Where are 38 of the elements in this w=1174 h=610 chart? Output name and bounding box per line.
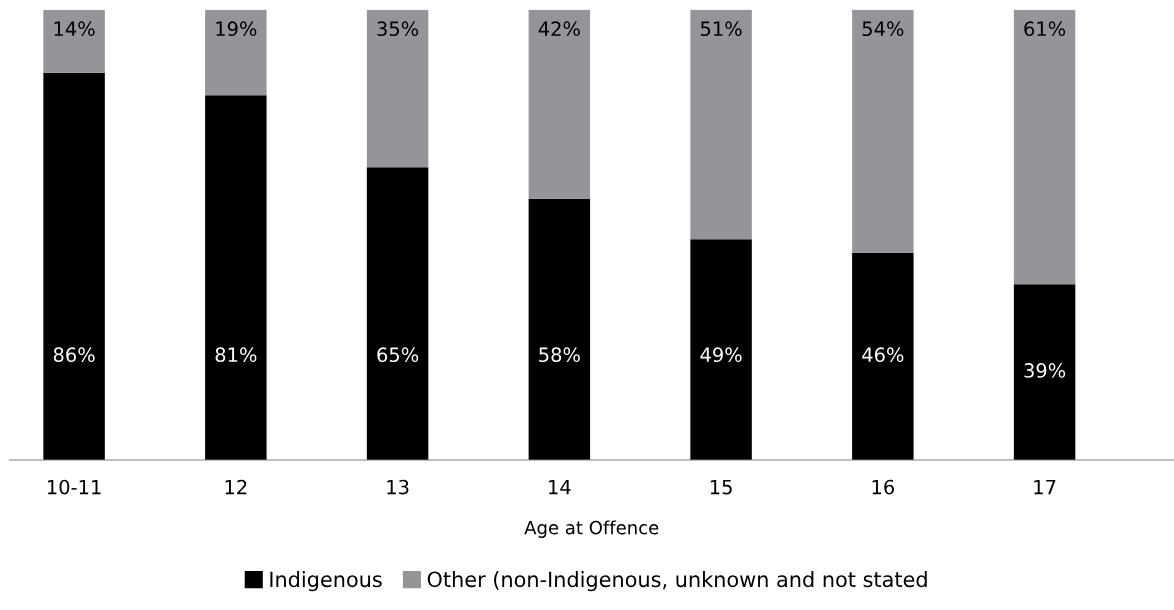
data-label: 49% bbox=[700, 347, 742, 363]
x-axis-title: Age at Offence bbox=[524, 520, 659, 538]
data-label: 35% bbox=[377, 21, 419, 37]
data-label: 46% bbox=[862, 347, 904, 363]
x-tick-label: 17 bbox=[1034, 479, 1056, 495]
bar bbox=[366, 9, 429, 168]
x-tick-label: 14 bbox=[549, 479, 571, 495]
data-label: 19% bbox=[216, 21, 257, 37]
data-label: 81% bbox=[215, 347, 257, 363]
data-label: 39% bbox=[1024, 363, 1066, 378]
bar bbox=[205, 95, 267, 460]
bar bbox=[528, 198, 591, 460]
bar bbox=[852, 252, 914, 460]
bar bbox=[1013, 9, 1076, 285]
data-label: 51% bbox=[700, 21, 742, 37]
bar bbox=[43, 9, 105, 73]
x-tick-label: 16 bbox=[872, 479, 894, 495]
x-tick-label: 10-11 bbox=[47, 479, 101, 495]
x-tick-label: 12 bbox=[225, 479, 247, 495]
data-label: 65% bbox=[377, 347, 419, 363]
bar bbox=[366, 167, 429, 460]
bar bbox=[852, 9, 914, 253]
bar bbox=[205, 9, 267, 96]
data-label: 86% bbox=[53, 347, 95, 363]
data-label: 54% bbox=[862, 21, 904, 37]
data-label: 42% bbox=[538, 21, 580, 37]
x-tick-label: 13 bbox=[387, 479, 409, 495]
legend-label: Indigenous bbox=[270, 571, 382, 592]
bar bbox=[43, 72, 105, 460]
legend-label: Other (non-Indigenous, unknown and not stated bbox=[427, 571, 927, 592]
data-label: 14% bbox=[54, 21, 95, 37]
bar bbox=[690, 239, 752, 460]
data-label: 58% bbox=[539, 347, 580, 363]
data-label: 61% bbox=[1024, 21, 1066, 37]
x-tick-label: 15 bbox=[710, 479, 732, 495]
bar bbox=[690, 9, 752, 240]
bar bbox=[528, 9, 591, 199]
bar bbox=[1013, 284, 1076, 460]
